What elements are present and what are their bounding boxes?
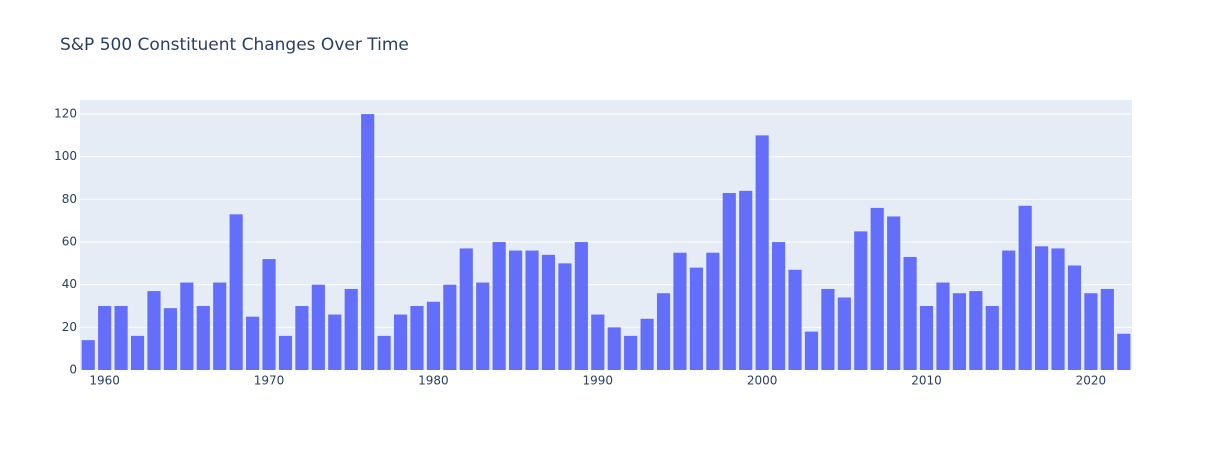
bar (509, 250, 523, 370)
bar (656, 293, 671, 370)
bar (722, 192, 736, 370)
x-tick-label: 1980 (418, 374, 449, 388)
bar (311, 284, 325, 370)
bar (706, 252, 720, 370)
bar (328, 314, 342, 370)
bar (870, 207, 884, 370)
x-tick-label: 2000 (747, 374, 778, 388)
bar (1035, 246, 1049, 370)
bar (969, 291, 983, 370)
bar (919, 306, 934, 370)
bar (98, 306, 112, 370)
y-tick-label: 0 (69, 363, 77, 377)
bar (229, 214, 243, 370)
bar (410, 306, 424, 370)
bar (607, 327, 621, 370)
bar (114, 306, 128, 370)
x-tick-label: 2020 (1076, 374, 1107, 388)
bar (1117, 333, 1131, 370)
y-tick-label: 80 (62, 192, 77, 206)
bar (1051, 248, 1065, 370)
y-tick-label: 20 (62, 320, 77, 334)
bar (459, 248, 473, 370)
bar (1002, 250, 1016, 370)
bar (887, 216, 901, 370)
bar (1067, 265, 1082, 370)
bar (903, 256, 917, 370)
bar (574, 242, 588, 370)
bar (1018, 205, 1032, 370)
y-tick-label: 60 (62, 235, 77, 249)
x-tick-label: 2010 (911, 374, 942, 388)
x-tick-label: 1960 (89, 374, 120, 388)
bar (393, 314, 408, 370)
bar (295, 306, 309, 370)
bar (525, 250, 539, 370)
bar (1100, 288, 1114, 370)
bar (788, 269, 802, 370)
bar (689, 267, 703, 370)
bar (591, 314, 605, 370)
chart-title: S&P 500 Constituent Changes Over Time (60, 35, 409, 55)
bar (476, 282, 490, 370)
bar (640, 318, 654, 370)
bar (147, 291, 161, 370)
bar (377, 335, 391, 370)
x-tick-label: 1990 (583, 374, 614, 388)
bar (739, 190, 753, 370)
bar (624, 335, 638, 370)
bar (558, 263, 572, 370)
bar (772, 242, 786, 370)
y-tick-label: 100 (54, 149, 77, 163)
bar (821, 288, 835, 370)
y-tick-label: 120 (54, 107, 77, 121)
y-tick-label: 40 (62, 277, 77, 291)
bar (213, 282, 227, 370)
bar (81, 340, 95, 370)
bar (278, 335, 293, 370)
bar (361, 114, 375, 370)
bar (443, 284, 457, 370)
bar (837, 297, 851, 370)
bar (755, 135, 769, 370)
bar (854, 231, 868, 370)
bar (163, 308, 177, 370)
bar (246, 316, 260, 370)
bar (804, 331, 819, 370)
bar (985, 306, 999, 370)
bar (541, 254, 556, 370)
bar (130, 335, 145, 370)
bar (1084, 293, 1098, 370)
bar (952, 293, 966, 370)
bar (673, 252, 687, 370)
bar (344, 288, 358, 370)
bar (196, 306, 210, 370)
bar (262, 259, 276, 370)
bar (426, 301, 440, 370)
bar (180, 282, 194, 370)
x-tick-label: 1970 (254, 374, 285, 388)
bar (936, 282, 950, 370)
bar (492, 242, 506, 370)
